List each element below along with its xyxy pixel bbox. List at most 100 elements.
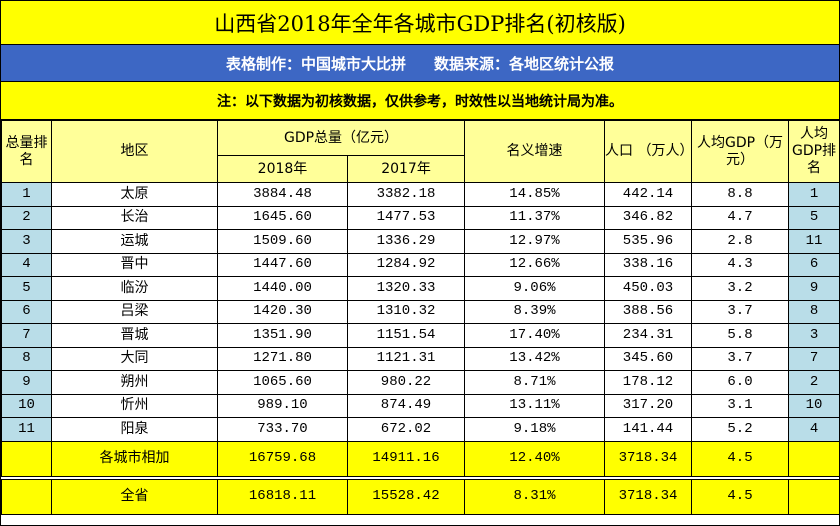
- table-row: 7 晋城 1351.90 1151.54 17.40% 234.31 5.8 3: [1, 323, 839, 348]
- total-gdp-2017-cell: 14911.16: [346, 440, 466, 477]
- population-cell: 346.82: [604, 205, 693, 230]
- rank-cell: 11: [1, 417, 52, 442]
- per-capita-cell: 4.3: [691, 252, 790, 277]
- growth-cell: 9.06%: [464, 276, 606, 301]
- summary-per-capita-rank-cell: [788, 440, 839, 477]
- per-capita-rank-cell: 7: [788, 346, 839, 371]
- gdp-2017-cell: 1151.54: [346, 323, 466, 348]
- region-cell: 吕梁: [51, 299, 218, 324]
- per-capita-cell: 3.2: [691, 276, 790, 301]
- population-cell: 345.60: [604, 346, 693, 371]
- per-capita-rank-cell: 1: [788, 182, 839, 207]
- region-cell: 运城: [51, 229, 218, 254]
- growth-cell: 13.42%: [464, 346, 606, 371]
- rank-cell: 1: [1, 182, 52, 207]
- header-year-2018: 2018年: [217, 155, 348, 183]
- table-row: 5 临汾 1440.00 1320.33 9.06% 450.03 3.2 9: [1, 276, 839, 301]
- rank-cell: 8: [1, 346, 52, 371]
- rank-cell: 6: [1, 299, 52, 324]
- gdp-2017-cell: 1477.53: [346, 205, 466, 230]
- gdp-2018-cell: 1645.60: [217, 205, 348, 230]
- growth-cell: 8.39%: [464, 299, 606, 324]
- sheet-title: 山西省2018年全年各城市GDP排名(初核版): [1, 1, 839, 45]
- gdp-2018-cell: 1351.90: [217, 323, 348, 348]
- growth-cell: 8.71%: [464, 370, 606, 395]
- growth-cell: 17.40%: [464, 323, 606, 348]
- gdp-table: 总量排名 地区 GDP总量（亿元） 名义增速 人口 （万人） 人均GDP（万元）…: [1, 120, 839, 515]
- total-gdp-2017-cell: 15528.42: [346, 478, 466, 515]
- rank-cell: 2: [1, 205, 52, 230]
- rank-cell: 9: [1, 370, 52, 395]
- summary-rank-cell: [1, 440, 52, 477]
- rank-cell: 7: [1, 323, 52, 348]
- region-cell: 临汾: [51, 276, 218, 301]
- per-capita-rank-cell: 8: [788, 299, 839, 324]
- per-capita-cell: 3.1: [691, 393, 790, 418]
- gdp-2017-cell: 980.22: [346, 370, 466, 395]
- gdp-2018-cell: 1065.60: [217, 370, 348, 395]
- per-capita-rank-cell: 11: [788, 229, 839, 254]
- table-row: 6 吕梁 1420.30 1310.32 8.39% 388.56 3.7 8: [1, 299, 839, 324]
- population-cell: 317.20: [604, 393, 693, 418]
- gdp-2017-cell: 1320.33: [346, 276, 466, 301]
- gdp-2018-cell: 989.10: [217, 393, 348, 418]
- disclaimer-note: 注：以下数据为初核数据，仅供参考，时效性以当地统计局为准。: [1, 82, 839, 120]
- header-per-capita: 人均GDP（万元）: [691, 120, 790, 183]
- gdp-2017-cell: 1336.29: [346, 229, 466, 254]
- credits-bar: 表格制作：中国城市大比拼 数据来源：各地区统计公报: [1, 45, 839, 82]
- rank-cell: 4: [1, 252, 52, 277]
- population-cell: 338.16: [604, 252, 693, 277]
- gdp-2018-cell: 1447.60: [217, 252, 348, 277]
- header-region: 地区: [51, 120, 218, 183]
- header-population: 人口 （万人）: [604, 120, 693, 183]
- table-row: 8 大同 1271.80 1121.31 13.42% 345.60 3.7 7: [1, 346, 839, 371]
- total-growth-cell: 8.31%: [464, 478, 606, 515]
- table-row: 1 太原 3884.48 3382.18 14.85% 442.14 8.8 1: [1, 182, 839, 207]
- per-capita-rank-cell: 5: [788, 205, 839, 230]
- gdp-2017-cell: 874.49: [346, 393, 466, 418]
- gdp-2018-cell: 733.70: [217, 417, 348, 442]
- growth-cell: 13.11%: [464, 393, 606, 418]
- table-row: 3 运城 1509.60 1336.29 12.97% 535.96 2.8 11: [1, 229, 839, 254]
- region-cell: 太原: [51, 182, 218, 207]
- gdp-2017-cell: 1284.92: [346, 252, 466, 277]
- summary-row: 全省 16818.11 15528.42 8.31% 3718.34 4.5: [1, 478, 839, 515]
- rank-cell: 10: [1, 393, 52, 418]
- per-capita-rank-cell: 2: [788, 370, 839, 395]
- growth-cell: 11.37%: [464, 205, 606, 230]
- rank-cell: 5: [1, 276, 52, 301]
- data-source-credit: 数据来源：各地区统计公报: [434, 54, 615, 73]
- per-capita-cell: 5.2: [691, 417, 790, 442]
- summary-per-capita-rank-cell: [788, 478, 839, 515]
- total-population-cell: 3718.34: [604, 440, 693, 477]
- gdp-2017-cell: 672.02: [346, 417, 466, 442]
- gdp-2018-cell: 1271.80: [217, 346, 348, 371]
- header-year-2017: 2017年: [346, 155, 466, 183]
- per-capita-cell: 2.8: [691, 229, 790, 254]
- total-gdp-2018-cell: 16818.11: [217, 478, 348, 515]
- population-cell: 535.96: [604, 229, 693, 254]
- population-cell: 442.14: [604, 182, 693, 207]
- region-cell: 阳泉: [51, 417, 218, 442]
- per-capita-cell: 3.7: [691, 346, 790, 371]
- region-cell: 长治: [51, 205, 218, 230]
- table-row: 9 朔州 1065.60 980.22 8.71% 178.12 6.0 2: [1, 370, 839, 395]
- growth-cell: 12.97%: [464, 229, 606, 254]
- rank-cell: 3: [1, 229, 52, 254]
- gdp-2017-cell: 1310.32: [346, 299, 466, 324]
- gdp-2018-cell: 1440.00: [217, 276, 348, 301]
- per-capita-rank-cell: 4: [788, 417, 839, 442]
- population-cell: 178.12: [604, 370, 693, 395]
- per-capita-rank-cell: 9: [788, 276, 839, 301]
- region-cell: 晋中: [51, 252, 218, 277]
- per-capita-cell: 4.7: [691, 205, 790, 230]
- total-population-cell: 3718.34: [604, 478, 693, 515]
- table-row: 2 长治 1645.60 1477.53 11.37% 346.82 4.7 5: [1, 205, 839, 230]
- region-cell: 朔州: [51, 370, 218, 395]
- region-cell: 大同: [51, 346, 218, 371]
- growth-cell: 9.18%: [464, 417, 606, 442]
- region-cell: 晋城: [51, 323, 218, 348]
- summary-label: 各城市相加: [51, 440, 218, 477]
- table-maker-credit: 表格制作：中国城市大比拼: [225, 54, 406, 73]
- per-capita-cell: 6.0: [691, 370, 790, 395]
